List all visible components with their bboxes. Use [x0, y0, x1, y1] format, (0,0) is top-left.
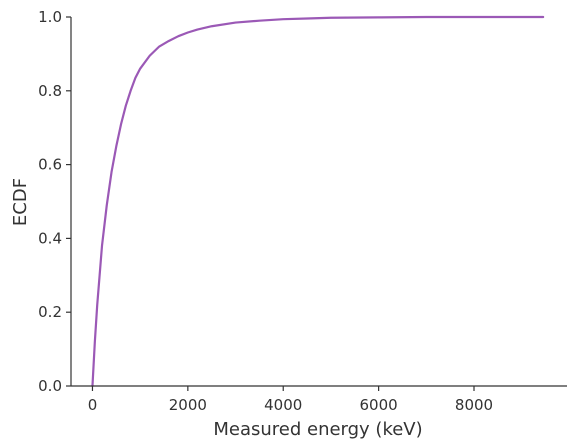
- x-axis: 0 2000 4000 6000 8000: [71, 385, 567, 414]
- y-tick-label: 0.2: [38, 303, 62, 321]
- y-axis: 0.0 0.2 0.4 0.6 0.8 1.0: [38, 8, 72, 395]
- x-tick-label: 8000: [455, 396, 493, 414]
- x-tick-label: 0: [88, 396, 98, 414]
- y-tick-label: 0.6: [38, 156, 62, 174]
- plot-area: [91, 15, 545, 388]
- y-axis-label: ECDF: [10, 178, 31, 226]
- y-tick-label: 0.4: [38, 229, 62, 247]
- ecdf-line: [91, 15, 545, 388]
- x-tick-label: 6000: [360, 396, 398, 414]
- y-tick-label: 0.8: [38, 82, 62, 100]
- y-tick-label: 1.0: [38, 8, 62, 26]
- x-tick-label: 2000: [169, 396, 207, 414]
- y-tick-label: 0.0: [38, 377, 62, 395]
- x-tick-label: 4000: [264, 396, 302, 414]
- x-axis-label: Measured energy (keV): [213, 419, 422, 440]
